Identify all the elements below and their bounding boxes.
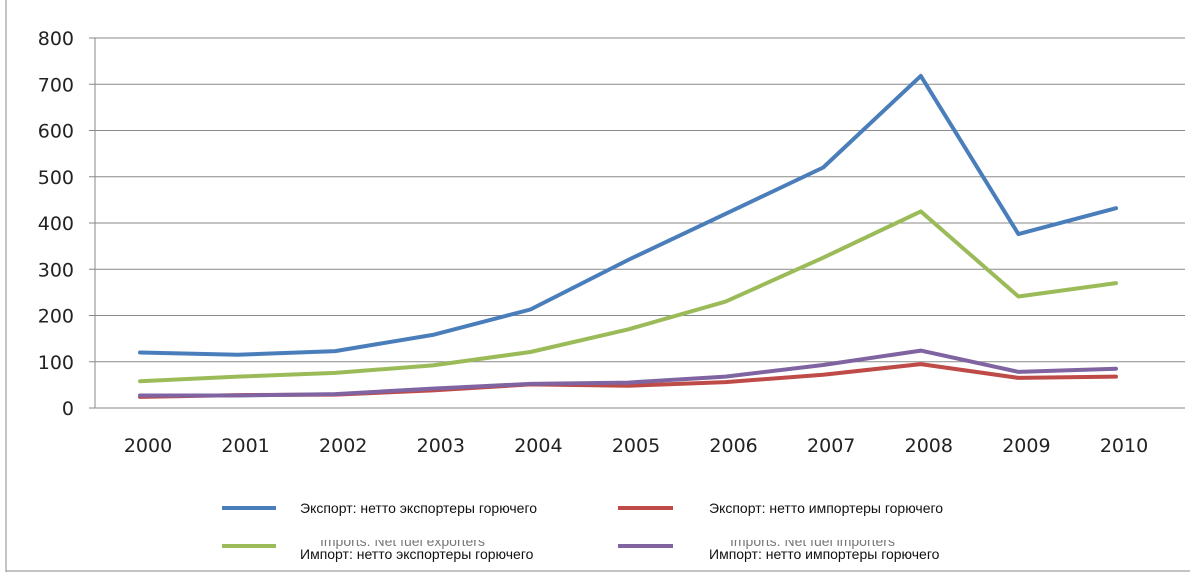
y-tick-label: 400 xyxy=(38,213,74,235)
x-tick-label: 2008 xyxy=(905,435,953,457)
legend-label: Импорт: нетто импортеры горючего xyxy=(709,546,940,562)
legend-label: Экспорт: нетто импортеры горючего xyxy=(709,500,943,516)
x-tick-label: 2006 xyxy=(709,435,757,457)
x-tick-label: 2005 xyxy=(612,435,660,457)
series-line xyxy=(138,209,1118,384)
y-tick-label: 100 xyxy=(38,352,74,374)
y-tick-label: 700 xyxy=(38,74,74,96)
x-tick-label: 2002 xyxy=(319,435,367,457)
x-axis-tick-labels: 2000 2001 2002 2003 2004 2005 2006 2007 2008 2009… xyxy=(124,435,1148,457)
legend: Imports: Net fuel exporters Imports: Net … xyxy=(222,500,1180,562)
series-line xyxy=(138,348,1118,398)
x-tick-label: 2004 xyxy=(514,435,562,457)
y-axis-tick-labels: 0 100 200 300 400 500 600 700 800 xyxy=(38,28,74,420)
y-tick-label: 300 xyxy=(38,259,74,281)
x-tick-label: 2000 xyxy=(124,435,172,457)
axes xyxy=(5,0,1190,572)
y-tick-label: 200 xyxy=(38,306,74,328)
legend-label: Экспорт: нетто экспортеры горючего xyxy=(300,500,537,516)
y-tick-label: 600 xyxy=(38,121,74,143)
y-tick-label: 800 xyxy=(38,28,74,50)
x-tick-label: 2007 xyxy=(807,435,855,457)
x-tick-label: 2001 xyxy=(221,435,269,457)
legend-mask xyxy=(300,528,1180,540)
series-lines xyxy=(138,73,1118,399)
y-tick-label: 500 xyxy=(38,167,74,189)
x-tick-label: 2003 xyxy=(417,435,465,457)
x-tick-label: 2010 xyxy=(1100,435,1148,457)
series-line xyxy=(138,362,1118,399)
gridlines xyxy=(95,37,1185,363)
series-line xyxy=(138,73,1118,357)
y-tick-label: 0 xyxy=(62,398,74,420)
x-tick-label: 2009 xyxy=(1002,435,1050,457)
legend-label: Импорт: нетто экспортеры горючего xyxy=(300,546,534,562)
